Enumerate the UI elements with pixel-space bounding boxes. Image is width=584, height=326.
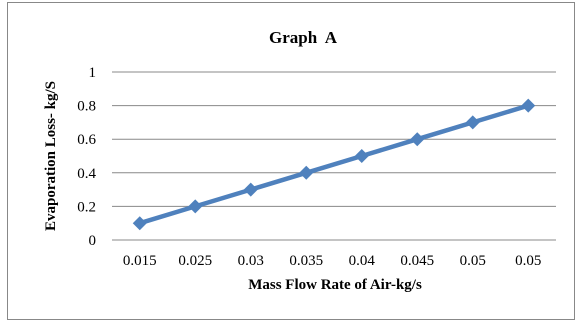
y-tick-labels: 0 0.2 0.4 0.6 0.8 1 bbox=[77, 65, 96, 249]
data-point-marker bbox=[354, 149, 369, 163]
data-point-marker bbox=[132, 216, 147, 231]
y-tick-label: 0.2 bbox=[77, 199, 96, 215]
data-point-marker bbox=[465, 115, 480, 130]
x-tick-label: 0.04 bbox=[349, 253, 376, 269]
series-markers bbox=[132, 98, 536, 231]
x-tick-labels: 0.015 0.025 0.03 0.035 0.04 0.045 0.05 0.05 bbox=[123, 253, 542, 269]
data-point-marker bbox=[521, 98, 536, 113]
series-line bbox=[139, 103, 529, 226]
x-tick-label: 0.05 bbox=[460, 253, 486, 269]
y-tick-label: 1 bbox=[89, 65, 97, 81]
x-axis-title: Mass Flow Rate of Air-kg/s bbox=[248, 277, 422, 293]
y-tick-label: 0.4 bbox=[77, 166, 96, 182]
y-axis-title: Evaporation Loss- kg/S bbox=[43, 81, 59, 231]
data-point-marker bbox=[243, 182, 258, 197]
x-tick-label: 0.035 bbox=[289, 253, 323, 269]
y-tick-label: 0.8 bbox=[77, 99, 96, 115]
data-point-marker bbox=[410, 132, 425, 147]
x-tick-label: 0.05 bbox=[515, 253, 541, 269]
gridlines bbox=[112, 71, 556, 207]
x-tick-label: 0.045 bbox=[400, 253, 434, 269]
data-point-marker bbox=[299, 165, 314, 180]
data-point-marker bbox=[188, 199, 203, 214]
x-tick-label: 0.015 bbox=[123, 253, 157, 269]
chart-frame bbox=[7, 2, 575, 320]
y-tick-label: 0 bbox=[89, 233, 97, 249]
chart-title: Graph A bbox=[269, 28, 338, 47]
x-tick-label: 0.025 bbox=[178, 253, 212, 269]
y-tick-label: 0.6 bbox=[77, 132, 96, 148]
x-tick-label: 0.03 bbox=[238, 253, 264, 269]
